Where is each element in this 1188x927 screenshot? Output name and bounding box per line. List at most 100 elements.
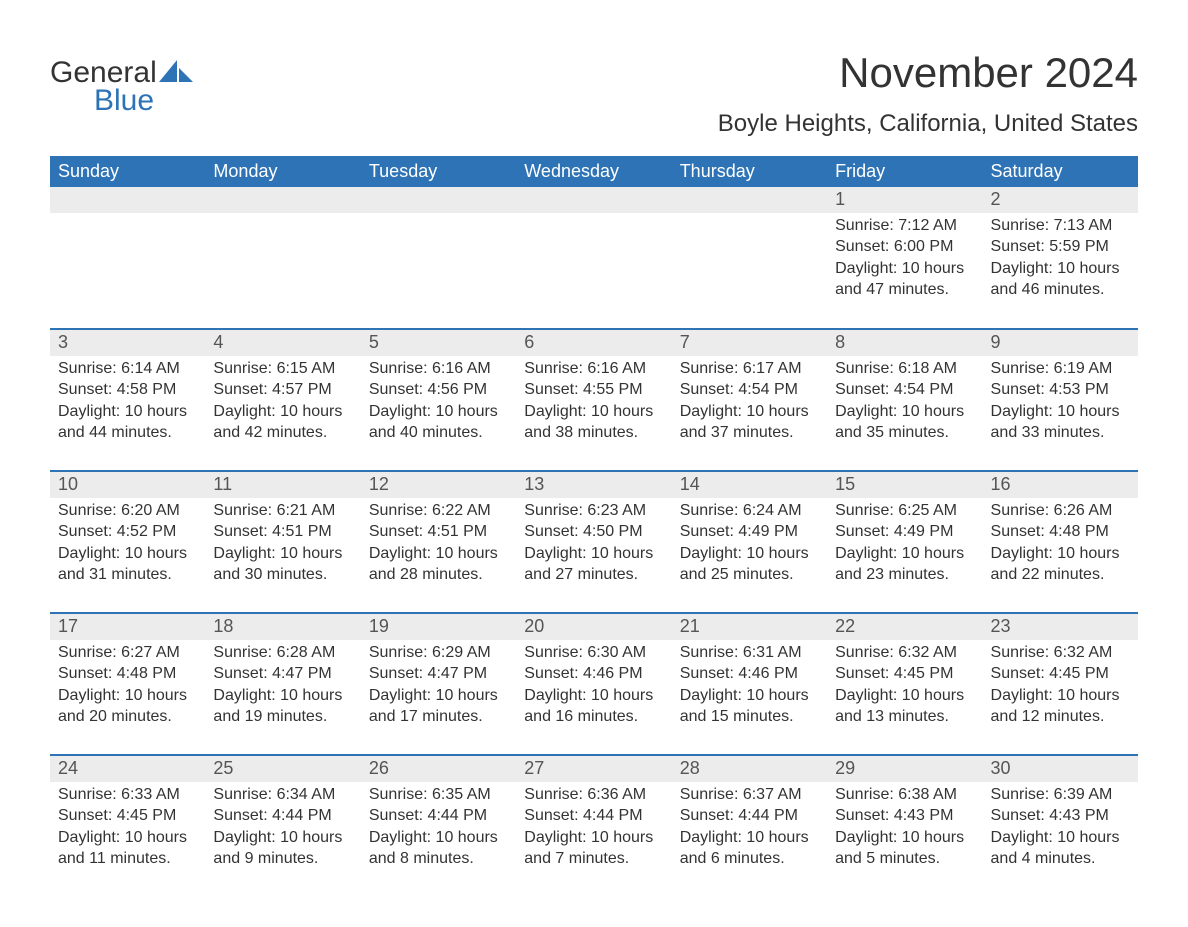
day-body: Sunrise: 6:39 AMSunset: 4:43 PMDaylight:… — [983, 782, 1138, 876]
sunrise-text: Sunrise: 6:32 AM — [991, 642, 1130, 664]
day-number: 14 — [672, 472, 827, 497]
weekday-header: Friday — [827, 156, 982, 187]
daylight-text: Daylight: 10 hours and 40 minutes. — [369, 401, 508, 444]
sunrise-text: Sunrise: 6:14 AM — [58, 358, 197, 380]
daylight-text: Daylight: 10 hours and 25 minutes. — [680, 543, 819, 586]
day-number: 6 — [516, 330, 671, 355]
calendar-row: 3Sunrise: 6:14 AMSunset: 4:58 PMDaylight… — [50, 329, 1138, 471]
day-number — [516, 187, 671, 212]
daylight-text: Daylight: 10 hours and 15 minutes. — [680, 685, 819, 728]
day-body: Sunrise: 6:35 AMSunset: 4:44 PMDaylight:… — [361, 782, 516, 876]
calendar-body: 1Sunrise: 7:12 AMSunset: 6:00 PMDaylight… — [50, 187, 1138, 897]
daylight-text: Daylight: 10 hours and 4 minutes. — [991, 827, 1130, 870]
weekday-header: Wednesday — [516, 156, 671, 187]
calendar-cell: 27Sunrise: 6:36 AMSunset: 4:44 PMDayligh… — [516, 755, 671, 897]
day-body: Sunrise: 6:33 AMSunset: 4:45 PMDaylight:… — [50, 782, 205, 876]
daylight-text: Daylight: 10 hours and 13 minutes. — [835, 685, 974, 728]
sunrise-text: Sunrise: 6:17 AM — [680, 358, 819, 380]
sunrise-text: Sunrise: 6:32 AM — [835, 642, 974, 664]
sunrise-text: Sunrise: 6:36 AM — [524, 784, 663, 806]
calendar-cell-empty — [50, 187, 205, 329]
calendar-cell: 3Sunrise: 6:14 AMSunset: 4:58 PMDaylight… — [50, 329, 205, 471]
calendar-cell: 1Sunrise: 7:12 AMSunset: 6:00 PMDaylight… — [827, 187, 982, 329]
day-number: 26 — [361, 756, 516, 781]
day-body: Sunrise: 6:18 AMSunset: 4:54 PMDaylight:… — [827, 356, 982, 450]
day-number: 3 — [50, 330, 205, 355]
day-body: Sunrise: 6:32 AMSunset: 4:45 PMDaylight:… — [827, 640, 982, 734]
sunset-text: Sunset: 4:54 PM — [835, 379, 974, 401]
calendar-cell: 4Sunrise: 6:15 AMSunset: 4:57 PMDaylight… — [205, 329, 360, 471]
day-number: 17 — [50, 614, 205, 639]
day-body — [672, 213, 827, 221]
calendar-cell: 8Sunrise: 6:18 AMSunset: 4:54 PMDaylight… — [827, 329, 982, 471]
daylight-text: Daylight: 10 hours and 20 minutes. — [58, 685, 197, 728]
daylight-text: Daylight: 10 hours and 5 minutes. — [835, 827, 974, 870]
header: General Blue November 2024 Boyle Heights… — [50, 50, 1138, 148]
day-body: Sunrise: 6:16 AMSunset: 4:56 PMDaylight:… — [361, 356, 516, 450]
calendar-cell: 28Sunrise: 6:37 AMSunset: 4:44 PMDayligh… — [672, 755, 827, 897]
day-number: 13 — [516, 472, 671, 497]
sunset-text: Sunset: 4:43 PM — [835, 805, 974, 827]
sunset-text: Sunset: 4:43 PM — [991, 805, 1130, 827]
calendar-cell: 15Sunrise: 6:25 AMSunset: 4:49 PMDayligh… — [827, 471, 982, 613]
sunset-text: Sunset: 4:46 PM — [680, 663, 819, 685]
sunrise-text: Sunrise: 7:13 AM — [991, 215, 1130, 237]
sunrise-text: Sunrise: 6:37 AM — [680, 784, 819, 806]
daylight-text: Daylight: 10 hours and 35 minutes. — [835, 401, 974, 444]
sunrise-text: Sunrise: 6:20 AM — [58, 500, 197, 522]
day-body: Sunrise: 6:30 AMSunset: 4:46 PMDaylight:… — [516, 640, 671, 734]
calendar-cell: 13Sunrise: 6:23 AMSunset: 4:50 PMDayligh… — [516, 471, 671, 613]
day-number: 1 — [827, 187, 982, 212]
day-number: 16 — [983, 472, 1138, 497]
day-number: 4 — [205, 330, 360, 355]
day-body: Sunrise: 6:32 AMSunset: 4:45 PMDaylight:… — [983, 640, 1138, 734]
weekday-header: Monday — [205, 156, 360, 187]
day-number: 21 — [672, 614, 827, 639]
calendar-cell: 9Sunrise: 6:19 AMSunset: 4:53 PMDaylight… — [983, 329, 1138, 471]
daylight-text: Daylight: 10 hours and 33 minutes. — [991, 401, 1130, 444]
sunset-text: Sunset: 4:51 PM — [213, 521, 352, 543]
sunrise-text: Sunrise: 6:16 AM — [524, 358, 663, 380]
sunset-text: Sunset: 4:44 PM — [680, 805, 819, 827]
sunset-text: Sunset: 4:48 PM — [58, 663, 197, 685]
day-body: Sunrise: 6:28 AMSunset: 4:47 PMDaylight:… — [205, 640, 360, 734]
day-number: 29 — [827, 756, 982, 781]
sunset-text: Sunset: 4:50 PM — [524, 521, 663, 543]
calendar-cell: 18Sunrise: 6:28 AMSunset: 4:47 PMDayligh… — [205, 613, 360, 755]
day-body: Sunrise: 6:24 AMSunset: 4:49 PMDaylight:… — [672, 498, 827, 592]
sunset-text: Sunset: 4:47 PM — [213, 663, 352, 685]
sunrise-text: Sunrise: 6:38 AM — [835, 784, 974, 806]
sunset-text: Sunset: 4:45 PM — [991, 663, 1130, 685]
sunset-text: Sunset: 4:54 PM — [680, 379, 819, 401]
calendar-row: 17Sunrise: 6:27 AMSunset: 4:48 PMDayligh… — [50, 613, 1138, 755]
calendar-cell: 24Sunrise: 6:33 AMSunset: 4:45 PMDayligh… — [50, 755, 205, 897]
sunrise-text: Sunrise: 6:27 AM — [58, 642, 197, 664]
day-body: Sunrise: 6:16 AMSunset: 4:55 PMDaylight:… — [516, 356, 671, 450]
day-number: 9 — [983, 330, 1138, 355]
daylight-text: Daylight: 10 hours and 11 minutes. — [58, 827, 197, 870]
calendar-cell-empty — [672, 187, 827, 329]
sunrise-text: Sunrise: 6:26 AM — [991, 500, 1130, 522]
day-number: 24 — [50, 756, 205, 781]
sunrise-text: Sunrise: 6:39 AM — [991, 784, 1130, 806]
day-number: 8 — [827, 330, 982, 355]
daylight-text: Daylight: 10 hours and 27 minutes. — [524, 543, 663, 586]
calendar-cell: 2Sunrise: 7:13 AMSunset: 5:59 PMDaylight… — [983, 187, 1138, 329]
weekday-header: Thursday — [672, 156, 827, 187]
calendar-cell: 23Sunrise: 6:32 AMSunset: 4:45 PMDayligh… — [983, 613, 1138, 755]
sunrise-text: Sunrise: 7:12 AM — [835, 215, 974, 237]
calendar-cell: 26Sunrise: 6:35 AMSunset: 4:44 PMDayligh… — [361, 755, 516, 897]
sunset-text: Sunset: 4:53 PM — [991, 379, 1130, 401]
sunrise-text: Sunrise: 6:28 AM — [213, 642, 352, 664]
calendar-cell-empty — [205, 187, 360, 329]
day-number: 22 — [827, 614, 982, 639]
daylight-text: Daylight: 10 hours and 47 minutes. — [835, 258, 974, 301]
day-number: 30 — [983, 756, 1138, 781]
title-block: November 2024 Boyle Heights, California,… — [718, 50, 1138, 148]
calendar-cell-empty — [361, 187, 516, 329]
day-body: Sunrise: 7:13 AMSunset: 5:59 PMDaylight:… — [983, 213, 1138, 307]
day-number: 10 — [50, 472, 205, 497]
calendar-cell: 11Sunrise: 6:21 AMSunset: 4:51 PMDayligh… — [205, 471, 360, 613]
day-body — [361, 213, 516, 221]
sunrise-text: Sunrise: 6:15 AM — [213, 358, 352, 380]
